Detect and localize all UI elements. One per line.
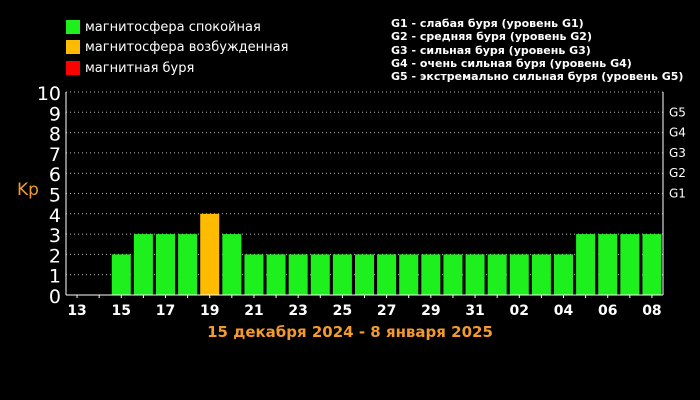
y-tick-label: 2 [49, 245, 61, 267]
kp-bar [222, 234, 242, 295]
kp-bar [200, 213, 220, 295]
kp-bar [487, 254, 507, 295]
kp-bar [288, 254, 308, 295]
legend-active-swatch [66, 40, 80, 54]
legend-quiet-swatch [66, 20, 80, 34]
legend-active-label: магнитосфера возбужденная [85, 39, 289, 55]
kp-bar [465, 254, 485, 295]
storm-level-g2: G2 - средняя буря (уровень G2) [391, 30, 592, 44]
x-tick-label: 13 [67, 303, 86, 319]
x-tick-label: 27 [377, 303, 396, 319]
x-tick-label: 21 [244, 303, 263, 319]
kp-bar [354, 254, 375, 295]
kp-bar [377, 254, 397, 295]
storm-level-g4: G4 - очень сильная буря (уровень G4) [391, 56, 632, 70]
storm-level-legend: G1 - слабая буря (уровень G1) G2 - средн… [391, 17, 683, 83]
y-tick-label: 0 [49, 286, 61, 308]
right-tick-label: G2 [669, 166, 686, 180]
x-tick-label: 06 [598, 303, 617, 319]
kp-bar [133, 234, 153, 295]
kp-bar [332, 254, 352, 295]
x-tick-label: 02 [510, 303, 529, 319]
legend-storm: магнитная буря [66, 60, 194, 76]
right-tick-label: G4 [669, 126, 686, 140]
storm-level-g1: G1 - слабая буря (уровень G1) [391, 17, 584, 30]
kp-bar [399, 254, 419, 295]
y-tick-label: 5 [49, 185, 61, 207]
kp-bar [421, 254, 441, 295]
y-tick-label: 4 [49, 205, 61, 227]
kp-bar [509, 254, 529, 295]
x-tick-label: 31 [465, 303, 484, 319]
kp-bar [155, 234, 176, 295]
storm-level-g3: G3 - сильная буря (уровень G3) [391, 43, 591, 57]
y-axis-label: Kp [17, 180, 39, 200]
kp-bar [531, 254, 551, 295]
right-tick-label: G3 [669, 146, 686, 160]
x-tick-label: 17 [156, 303, 175, 319]
legend-storm-label: магнитная буря [85, 60, 195, 76]
kp-bar [111, 254, 131, 295]
x-tick-label: 08 [642, 303, 661, 319]
kp-bar [443, 254, 463, 295]
kp-bar [553, 254, 574, 295]
y-tick-label: 9 [49, 103, 61, 125]
kp-bar [620, 234, 640, 295]
y-tick-label: 7 [49, 144, 61, 166]
legend-storm-swatch [66, 61, 80, 75]
x-tick-label: 25 [333, 303, 352, 319]
kp-bar [266, 254, 286, 295]
storm-level-g5: G5 - экстремально сильная буря (уровень … [391, 70, 684, 84]
x-tick-label: 29 [421, 303, 440, 319]
y-tick-label: 8 [49, 124, 61, 146]
y-tick-label: 6 [49, 164, 61, 186]
right-tick-label: G5 [669, 105, 686, 119]
kp-bar [598, 234, 618, 295]
kp-bar [642, 234, 662, 295]
legend-active: магнитосфера возбужденная [66, 39, 288, 55]
kp-bar [310, 254, 330, 295]
x-tick-label: 04 [554, 303, 574, 319]
date-range: 15 декабря 2024 - 8 января 2025 [207, 323, 493, 341]
y-tick-label: 3 [49, 225, 61, 247]
kp-bar [576, 234, 596, 295]
x-tick-label: 23 [288, 303, 307, 319]
legend-quiet: магнитосфера спокойная [66, 19, 261, 35]
y-tick-label: 1 [49, 266, 61, 288]
x-tick-label: 19 [200, 303, 219, 319]
legend-quiet-label: магнитосфера спокойная [85, 19, 261, 35]
kp-bar [178, 234, 198, 295]
y-tick-label: 10 [37, 83, 61, 105]
kp-bar [244, 254, 264, 295]
right-tick-label: G1 [669, 187, 686, 201]
x-tick-label: 15 [112, 303, 131, 319]
